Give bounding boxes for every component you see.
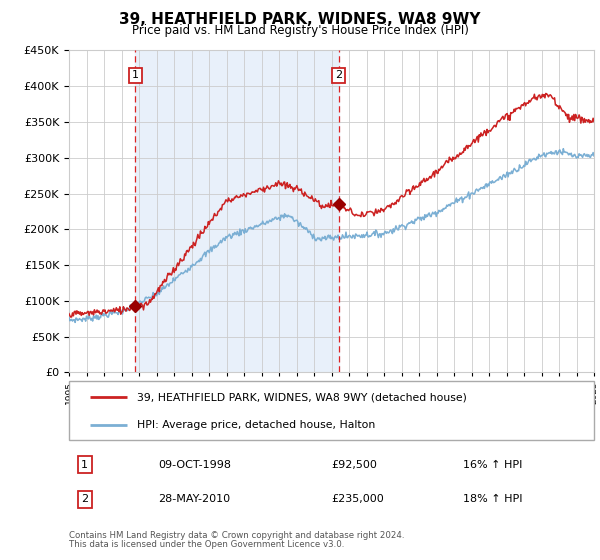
Text: Contains HM Land Registry data © Crown copyright and database right 2024.: Contains HM Land Registry data © Crown c… bbox=[69, 531, 404, 540]
Text: £235,000: £235,000 bbox=[331, 494, 384, 505]
Text: 1: 1 bbox=[81, 460, 88, 470]
Text: 2: 2 bbox=[335, 71, 342, 81]
Text: Price paid vs. HM Land Registry's House Price Index (HPI): Price paid vs. HM Land Registry's House … bbox=[131, 24, 469, 36]
Text: 39, HEATHFIELD PARK, WIDNES, WA8 9WY (detached house): 39, HEATHFIELD PARK, WIDNES, WA8 9WY (de… bbox=[137, 392, 467, 402]
Bar bbox=[136, 50, 338, 372]
Text: 2: 2 bbox=[81, 494, 88, 505]
Text: 39, HEATHFIELD PARK, WIDNES, WA8 9WY: 39, HEATHFIELD PARK, WIDNES, WA8 9WY bbox=[119, 12, 481, 27]
Text: HPI: Average price, detached house, Halton: HPI: Average price, detached house, Halt… bbox=[137, 420, 376, 430]
Text: 18% ↑ HPI: 18% ↑ HPI bbox=[463, 494, 522, 505]
Text: 09-OCT-1998: 09-OCT-1998 bbox=[158, 460, 231, 470]
Text: 1: 1 bbox=[132, 71, 139, 81]
Text: 16% ↑ HPI: 16% ↑ HPI bbox=[463, 460, 522, 470]
Text: 28-MAY-2010: 28-MAY-2010 bbox=[158, 494, 230, 505]
Text: £92,500: £92,500 bbox=[331, 460, 377, 470]
Text: This data is licensed under the Open Government Licence v3.0.: This data is licensed under the Open Gov… bbox=[69, 540, 344, 549]
